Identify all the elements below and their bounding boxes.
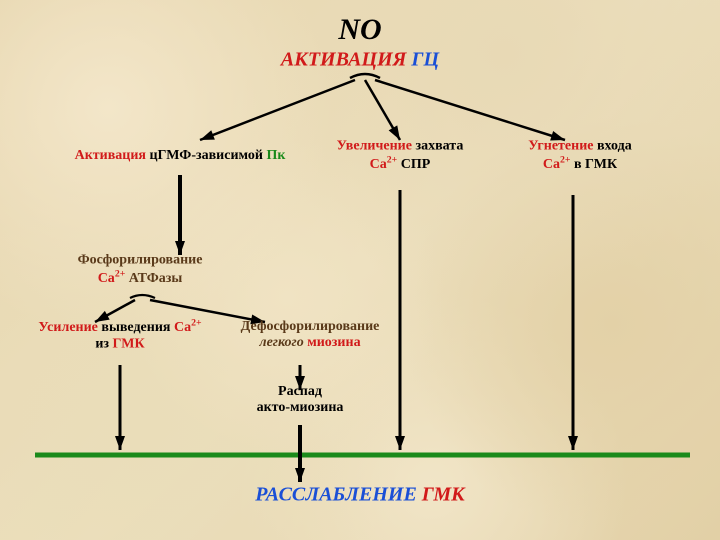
node-inhibit-ca-entry: Угнетение входаСа2+ в ГМК bbox=[528, 139, 631, 174]
final-relaxation-gmk: РАССЛАБЛЕНИЕ ГМК bbox=[255, 484, 464, 507]
node-actomyosin-breakdown: Распадакто-миозина bbox=[257, 384, 344, 416]
title-no: NO bbox=[338, 13, 381, 48]
node-activation-cgmp-pk: Активация цГМФ-зависимой Пк bbox=[75, 148, 286, 164]
node-enhance-ca-efflux: Усиление выведения Са2+из ГМК bbox=[38, 318, 201, 353]
node-dephosphorylation-myosin: Дефосфорилированиелегкого миозина bbox=[241, 319, 380, 351]
node-increase-ca-spr: Увеличение захватаСа2+ СПР bbox=[337, 139, 464, 174]
diagram-layer: NO АКТИВАЦИЯ ГЦ Активация цГМФ-зависимой… bbox=[0, 0, 720, 540]
subtitle-activation-gc: АКТИВАЦИЯ ГЦ bbox=[281, 49, 439, 72]
node-phosphorylation-ca-atpase: ФосфорилированиеСа2+ АТФазы bbox=[78, 253, 203, 288]
